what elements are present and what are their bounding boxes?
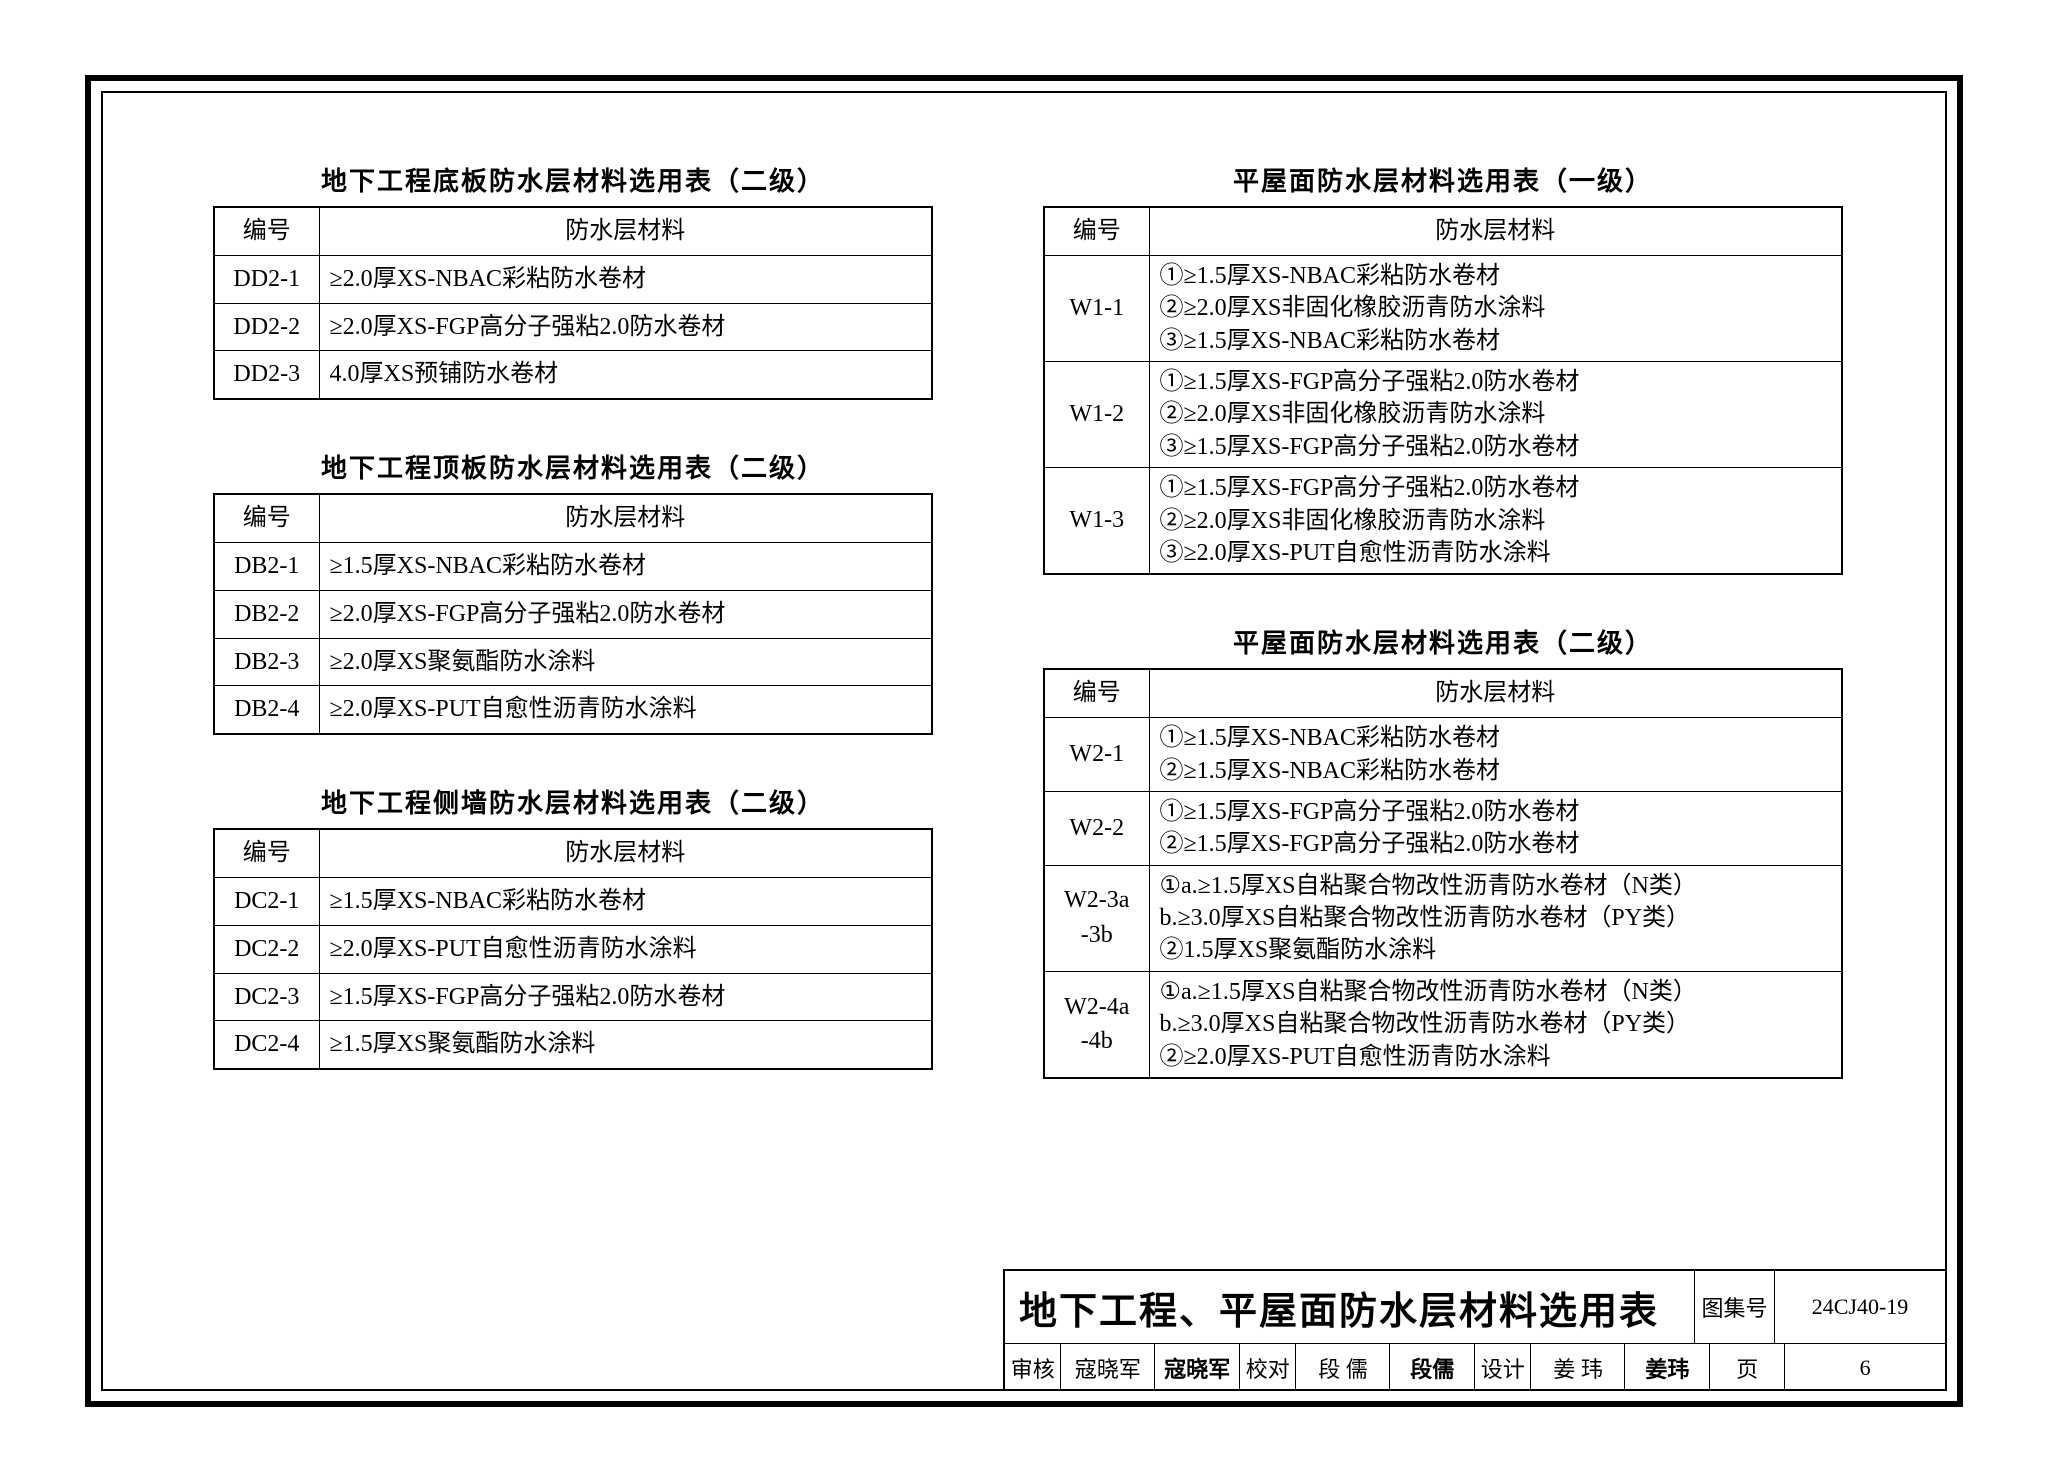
cell-material: ≥2.0厚XS-PUT自愈性沥青防水涂料: [319, 686, 932, 734]
cell-material: ≥2.0厚XS-FGP高分子强粘2.0防水卷材: [319, 303, 932, 351]
col-header-code: 编号: [214, 494, 319, 542]
cell-material: ≥1.5厚XS-FGP高分子强粘2.0防水卷材: [319, 973, 932, 1021]
sheet-main-title: 地下工程、平屋面防水层材料选用表: [1005, 1271, 1695, 1343]
title-block-row-1: 地下工程、平屋面防水层材料选用表 图集号 24CJ40-19: [1005, 1271, 1945, 1343]
role-name: 段 儒: [1296, 1344, 1390, 1391]
role-signature: 寇晓军: [1155, 1344, 1240, 1391]
title-block: 地下工程、平屋面防水层材料选用表 图集号 24CJ40-19 审核寇晓军寇晓军校…: [1003, 1269, 1945, 1389]
table-row: DB2-1≥1.5厚XS-NBAC彩粘防水卷材: [214, 542, 932, 590]
table-row: DC2-4≥1.5厚XS聚氨酯防水涂料: [214, 1021, 932, 1069]
atlas-number-value: 24CJ40-19: [1775, 1271, 1945, 1343]
table-row: W1-3①≥1.5厚XS-FGP高分子强粘2.0防水卷材 ②≥2.0厚XS非固化…: [1044, 468, 1842, 575]
table-row: W2-2①≥1.5厚XS-FGP高分子强粘2.0防水卷材 ②≥1.5厚XS-FG…: [1044, 791, 1842, 865]
cell-material: ①a.≥1.5厚XS自粘聚合物改性沥青防水卷材（N类） b.≥3.0厚XS自粘聚…: [1149, 865, 1842, 971]
cell-code: W2-3a -3b: [1044, 865, 1149, 971]
role-label: 审核: [1005, 1344, 1061, 1391]
role-name: 寇晓军: [1061, 1344, 1155, 1391]
cell-material: ①≥1.5厚XS-FGP高分子强粘2.0防水卷材 ②≥2.0厚XS非固化橡胶沥青…: [1149, 361, 1842, 467]
cell-material: ≥2.0厚XS-PUT自愈性沥青防水涂料: [319, 925, 932, 973]
cell-code: W1-2: [1044, 361, 1149, 467]
cell-material: ①≥1.5厚XS-FGP高分子强粘2.0防水卷材 ②≥1.5厚XS-FGP高分子…: [1149, 791, 1842, 865]
col-header-code: 编号: [1044, 669, 1149, 717]
material-table: 编号防水层材料W1-1①≥1.5厚XS-NBAC彩粘防水卷材 ②≥2.0厚XS非…: [1043, 206, 1843, 575]
table-title: 地下工程顶板防水层材料选用表（二级）: [213, 448, 933, 485]
table-row: DB2-2≥2.0厚XS-FGP高分子强粘2.0防水卷材: [214, 590, 932, 638]
table-row: W2-4a -4b①a.≥1.5厚XS自粘聚合物改性沥青防水卷材（N类） b.≥…: [1044, 971, 1842, 1078]
title-block-row-2: 审核寇晓军寇晓军校对段 儒段儒设计姜 玮姜玮页6: [1005, 1343, 1945, 1391]
cell-code: DC2-2: [214, 925, 319, 973]
col-header-code: 编号: [214, 207, 319, 255]
cell-material: ①≥1.5厚XS-NBAC彩粘防水卷材 ②≥1.5厚XS-NBAC彩粘防水卷材: [1149, 718, 1842, 792]
col-header-material: 防水层材料: [1149, 669, 1842, 717]
table-title: 地下工程底板防水层材料选用表（二级）: [213, 161, 933, 198]
content-area: 地下工程底板防水层材料选用表（二级）编号防水层材料DD2-1≥2.0厚XS-NB…: [103, 93, 1945, 1269]
table-row: W1-2①≥1.5厚XS-FGP高分子强粘2.0防水卷材 ②≥2.0厚XS非固化…: [1044, 361, 1842, 467]
cell-code: DC2-1: [214, 877, 319, 925]
col-header-material: 防水层材料: [319, 207, 932, 255]
table-row: W2-1①≥1.5厚XS-NBAC彩粘防水卷材 ②≥1.5厚XS-NBAC彩粘防…: [1044, 718, 1842, 792]
table-row: DC2-2≥2.0厚XS-PUT自愈性沥青防水涂料: [214, 925, 932, 973]
role-name: 姜 玮: [1531, 1344, 1625, 1391]
col-header-code: 编号: [214, 829, 319, 877]
material-table: 编号防水层材料W2-1①≥1.5厚XS-NBAC彩粘防水卷材 ②≥1.5厚XS-…: [1043, 668, 1843, 1079]
page-label: 页: [1710, 1344, 1785, 1391]
cell-code: DD2-1: [214, 255, 319, 303]
cell-material: 4.0厚XS预铺防水卷材: [319, 351, 932, 399]
table-row: DC2-3≥1.5厚XS-FGP高分子强粘2.0防水卷材: [214, 973, 932, 1021]
cell-code: W2-4a -4b: [1044, 971, 1149, 1078]
table-row: DD2-2≥2.0厚XS-FGP高分子强粘2.0防水卷材: [214, 303, 932, 351]
left-column: 地下工程底板防水层材料选用表（二级）编号防水层材料DD2-1≥2.0厚XS-NB…: [213, 143, 933, 1070]
role-signature: 姜玮: [1625, 1344, 1710, 1391]
col-header-material: 防水层材料: [1149, 207, 1842, 255]
drawing-frame-inner: 地下工程底板防水层材料选用表（二级）编号防水层材料DD2-1≥2.0厚XS-NB…: [101, 91, 1947, 1391]
cell-material: ≥1.5厚XS-NBAC彩粘防水卷材: [319, 542, 932, 590]
cell-material: ①a.≥1.5厚XS自粘聚合物改性沥青防水卷材（N类） b.≥3.0厚XS自粘聚…: [1149, 971, 1842, 1078]
cell-code: W2-1: [1044, 718, 1149, 792]
table-row: W2-3a -3b①a.≥1.5厚XS自粘聚合物改性沥青防水卷材（N类） b.≥…: [1044, 865, 1842, 971]
cell-code: W1-3: [1044, 468, 1149, 575]
role-signature: 段儒: [1390, 1344, 1475, 1391]
cell-code: DB2-1: [214, 542, 319, 590]
table-row: DD2-34.0厚XS预铺防水卷材: [214, 351, 932, 399]
cell-material: ①≥1.5厚XS-FGP高分子强粘2.0防水卷材 ②≥2.0厚XS非固化橡胶沥青…: [1149, 468, 1842, 575]
table-row: DB2-3≥2.0厚XS聚氨酯防水涂料: [214, 638, 932, 686]
right-column: 平屋面防水层材料选用表（一级）编号防水层材料W1-1①≥1.5厚XS-NBAC彩…: [1043, 143, 1843, 1079]
cell-material: ①≥1.5厚XS-NBAC彩粘防水卷材 ②≥2.0厚XS非固化橡胶沥青防水涂料 …: [1149, 255, 1842, 361]
cell-code: DC2-4: [214, 1021, 319, 1069]
cell-material: ≥2.0厚XS-NBAC彩粘防水卷材: [319, 255, 932, 303]
cell-material: ≥1.5厚XS-NBAC彩粘防水卷材: [319, 877, 932, 925]
col-header-material: 防水层材料: [319, 829, 932, 877]
page-value: 6: [1785, 1344, 1945, 1391]
cell-code: DD2-3: [214, 351, 319, 399]
cell-code: DB2-4: [214, 686, 319, 734]
cell-material: ≥1.5厚XS聚氨酯防水涂料: [319, 1021, 932, 1069]
cell-material: ≥2.0厚XS聚氨酯防水涂料: [319, 638, 932, 686]
cell-code: DB2-2: [214, 590, 319, 638]
drawing-frame-outer: 地下工程底板防水层材料选用表（二级）编号防水层材料DD2-1≥2.0厚XS-NB…: [85, 75, 1963, 1407]
cell-code: W2-2: [1044, 791, 1149, 865]
table-title: 平屋面防水层材料选用表（二级）: [1043, 623, 1843, 660]
cell-code: DD2-2: [214, 303, 319, 351]
cell-code: DB2-3: [214, 638, 319, 686]
role-label: 设计: [1475, 1344, 1531, 1391]
cell-code: W1-1: [1044, 255, 1149, 361]
cell-code: DC2-3: [214, 973, 319, 1021]
table-title: 地下工程侧墙防水层材料选用表（二级）: [213, 783, 933, 820]
table-row: DC2-1≥1.5厚XS-NBAC彩粘防水卷材: [214, 877, 932, 925]
table-title: 平屋面防水层材料选用表（一级）: [1043, 161, 1843, 198]
table-row: DD2-1≥2.0厚XS-NBAC彩粘防水卷材: [214, 255, 932, 303]
cell-material: ≥2.0厚XS-FGP高分子强粘2.0防水卷材: [319, 590, 932, 638]
atlas-number-label: 图集号: [1695, 1271, 1775, 1343]
table-row: W1-1①≥1.5厚XS-NBAC彩粘防水卷材 ②≥2.0厚XS非固化橡胶沥青防…: [1044, 255, 1842, 361]
table-row: DB2-4≥2.0厚XS-PUT自愈性沥青防水涂料: [214, 686, 932, 734]
role-label: 校对: [1240, 1344, 1296, 1391]
material-table: 编号防水层材料DD2-1≥2.0厚XS-NBAC彩粘防水卷材DD2-2≥2.0厚…: [213, 206, 933, 400]
material-table: 编号防水层材料DB2-1≥1.5厚XS-NBAC彩粘防水卷材DB2-2≥2.0厚…: [213, 493, 933, 735]
col-header-code: 编号: [1044, 207, 1149, 255]
col-header-material: 防水层材料: [319, 494, 932, 542]
material-table: 编号防水层材料DC2-1≥1.5厚XS-NBAC彩粘防水卷材DC2-2≥2.0厚…: [213, 828, 933, 1070]
